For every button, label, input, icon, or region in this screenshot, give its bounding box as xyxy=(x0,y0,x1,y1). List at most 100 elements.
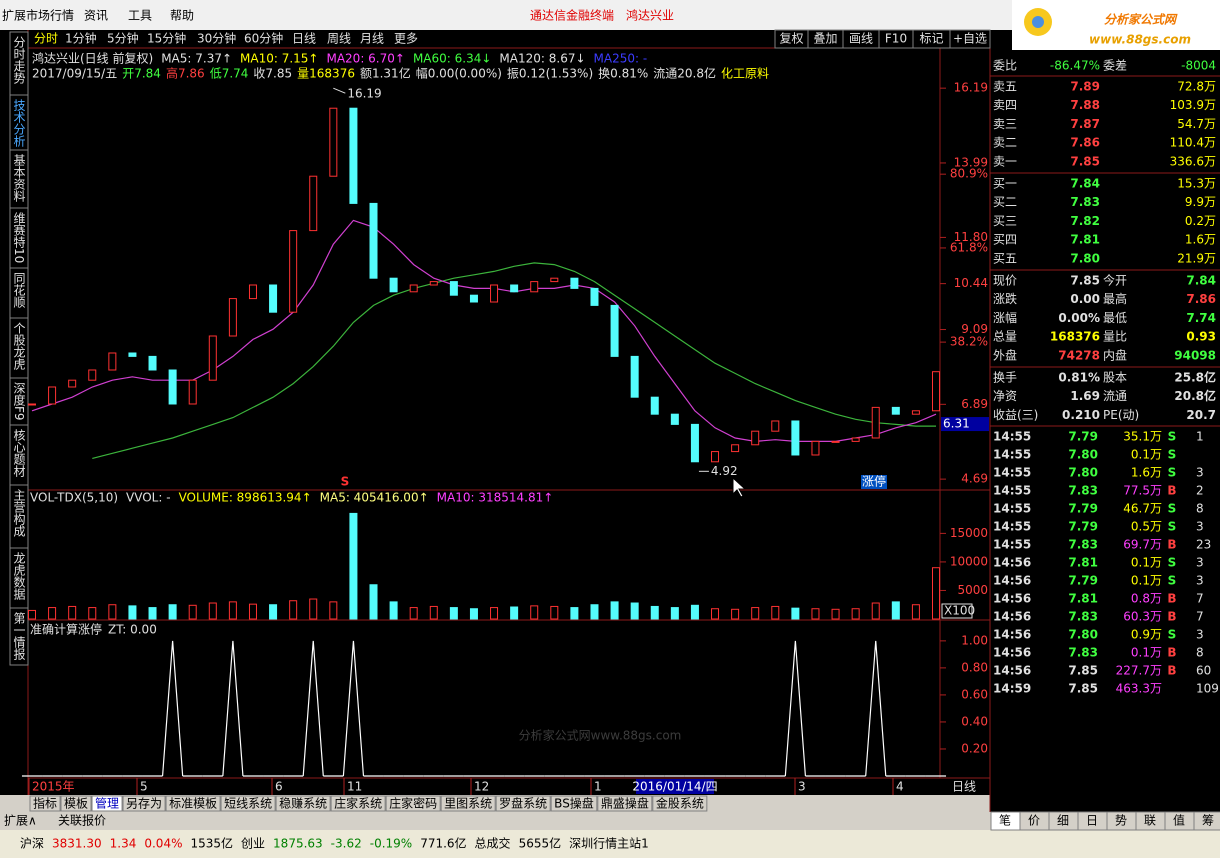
bottom-tab-label[interactable]: 管理 xyxy=(95,796,119,811)
period-tab[interactable]: 60分钟 xyxy=(244,31,283,46)
tick-side: S xyxy=(1168,430,1177,444)
menu-item[interactable]: 帮助 xyxy=(170,9,194,23)
volume-bar xyxy=(389,601,398,620)
info-line2-item: 换0.81% xyxy=(598,67,648,81)
tick-time: 14:55 xyxy=(993,520,1031,534)
bottom-tab[interactable] xyxy=(597,795,653,812)
panel-tab-label[interactable]: 值 xyxy=(1173,813,1185,828)
panel-tab[interactable] xyxy=(1193,811,1220,831)
period-tab[interactable]: 30分钟 xyxy=(197,31,236,46)
bottom-tab-label[interactable]: 模板 xyxy=(64,797,88,811)
side-tab-label[interactable]: 个股龙虎 xyxy=(12,322,26,371)
menu-item[interactable]: 扩展市场行情 xyxy=(2,8,74,23)
candle xyxy=(550,277,559,283)
side-tab-label[interactable]: 龙虎数据 xyxy=(12,552,26,601)
bottom-tab-label[interactable]: 罗盘系统 xyxy=(499,796,547,811)
tool-label[interactable]: 画线 xyxy=(849,32,873,46)
bottom-tab[interactable] xyxy=(440,795,496,812)
volume-bar xyxy=(711,608,720,620)
tick-price: 7.80 xyxy=(1068,448,1098,462)
tick-volume: 1.6万 xyxy=(1131,466,1162,480)
bottom-tab[interactable] xyxy=(495,795,551,812)
bottom-tab-label[interactable]: 庄家密码 xyxy=(389,796,437,811)
book-price: 7.88 xyxy=(1070,98,1100,112)
panel-tab-label[interactable]: 筹 xyxy=(1202,814,1214,828)
period-tab[interactable]: 15分钟 xyxy=(147,31,186,46)
bottom-tab-label[interactable]: 里图系统 xyxy=(444,797,492,811)
bottom-tab[interactable] xyxy=(550,795,598,812)
bottom-tab-label[interactable]: 金股系统 xyxy=(656,796,704,811)
tick-volume: 69.7万 xyxy=(1123,538,1162,552)
y-tick-label: 0.60 xyxy=(961,687,988,701)
tool-label[interactable]: +自选 xyxy=(953,32,987,46)
bottom-tab-label[interactable]: BS操盘 xyxy=(554,796,594,811)
side-tab-label[interactable]: 核心题材 xyxy=(12,429,26,477)
menu-item[interactable]: 资讯 xyxy=(84,9,108,23)
stat-value: 74278 xyxy=(1058,348,1100,362)
side-tab-label[interactable]: 第一情报 xyxy=(12,612,26,661)
bottom-tab[interactable] xyxy=(385,795,441,812)
bottom-tab[interactable] xyxy=(122,795,166,812)
bottom-tab-label[interactable]: 标准模板 xyxy=(169,797,217,811)
panel-tab-label[interactable]: 势 xyxy=(1115,814,1127,828)
period-tab[interactable]: 分时 xyxy=(34,32,58,46)
panel-tab-label[interactable]: 日 xyxy=(1086,814,1098,828)
tool-label[interactable]: 复权 xyxy=(779,32,803,46)
volume-bar xyxy=(228,601,237,620)
tick-side: B xyxy=(1167,664,1176,678)
period-tab[interactable]: 1分钟 xyxy=(65,31,97,46)
period-tab[interactable]: 月线 xyxy=(360,32,384,46)
volume-bar xyxy=(590,604,599,620)
bottom-tab-label[interactable]: 庄家系统 xyxy=(334,796,382,811)
menu-item[interactable]: 工具 xyxy=(128,9,152,23)
bottom-tab[interactable] xyxy=(652,795,708,812)
bottom-tab[interactable] xyxy=(165,795,221,812)
tool-label[interactable]: 叠加 xyxy=(813,32,837,46)
period-tab[interactable]: 周线 xyxy=(327,32,351,46)
panel-tab-label[interactable]: 笔 xyxy=(999,813,1011,828)
side-tab-label[interactable]: 基本资料 xyxy=(12,154,26,202)
period-tab[interactable]: 5分钟 xyxy=(107,31,139,46)
bottom-tab-label[interactable]: 指标 xyxy=(33,796,57,811)
bottom-tab[interactable] xyxy=(29,795,61,812)
side-tab-label[interactable]: 维赛特10 xyxy=(12,212,26,264)
volume-bar xyxy=(208,602,217,620)
status-item: 5655亿 xyxy=(519,836,562,851)
side-tab-label[interactable]: 分时走势 xyxy=(12,36,26,84)
y-tick-label: 10000 xyxy=(950,554,988,568)
bottom-tab-label[interactable]: 鼎盛操盘 xyxy=(601,796,649,811)
tool-label[interactable]: 标记 xyxy=(919,32,943,46)
side-tab-label[interactable]: 主营构成 xyxy=(12,489,26,538)
bottom-tab-label[interactable]: 另存为 xyxy=(126,797,162,811)
sub-tab[interactable]: 扩展∧ xyxy=(4,814,37,828)
stat-label: 最低 xyxy=(1103,311,1127,325)
side-tab[interactable] xyxy=(9,607,29,666)
side-tab-label[interactable]: 技术分析 xyxy=(12,99,26,148)
tick-price: 7.85 xyxy=(1068,664,1098,678)
volume-bar xyxy=(369,584,378,620)
panel-tab-label[interactable]: 价 xyxy=(1028,814,1040,828)
bottom-tab[interactable] xyxy=(330,795,386,812)
tool-label[interactable]: F10 xyxy=(885,32,907,46)
bottom-tab-label[interactable]: 稳赚系统 xyxy=(279,796,327,811)
tick-count: 8 xyxy=(1196,646,1204,660)
candle xyxy=(751,430,760,446)
period-tab[interactable]: 更多 xyxy=(394,32,418,46)
bottom-tab-label[interactable]: 短线系统 xyxy=(224,797,272,811)
sub-tab[interactable]: 关联报价 xyxy=(58,813,106,828)
info-line1-item: 鸿达兴业(日线 前复权) xyxy=(32,51,153,66)
tick-volume: 0.1万 xyxy=(1131,646,1162,660)
bottom-tab[interactable] xyxy=(220,795,276,812)
date-label: 2015年 xyxy=(32,780,75,794)
y-tick-label: 0.40 xyxy=(961,714,988,728)
book-volume: 72.8万 xyxy=(1177,80,1216,94)
bottom-tab[interactable] xyxy=(275,795,331,812)
panel-tab-label[interactable]: 细 xyxy=(1057,814,1069,828)
period-tab[interactable]: 日线 xyxy=(292,32,316,46)
panel-tab-label[interactable]: 联 xyxy=(1144,814,1156,828)
side-tab-label[interactable]: 深度F9 xyxy=(12,382,26,421)
bottom-tab[interactable] xyxy=(91,795,123,812)
side-tab-label[interactable]: 同花顺 xyxy=(12,272,26,308)
bottom-tab[interactable] xyxy=(60,795,92,812)
tool-button[interactable] xyxy=(949,29,991,49)
